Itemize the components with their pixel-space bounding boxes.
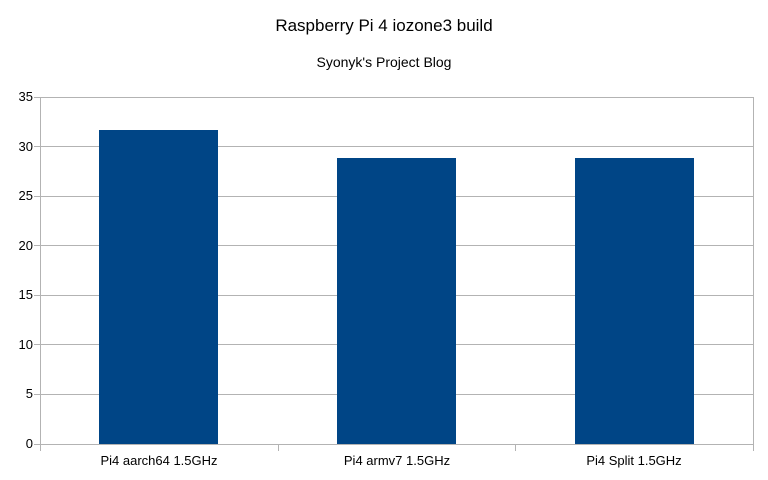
y-axis-tick [34,393,40,395]
chart-subtitle: Syonyk's Project Blog [316,54,452,70]
y-axis-tick-label: 35 [18,89,33,104]
x-axis-tick [40,444,41,451]
y-gridline [40,146,753,148]
y-axis-tick [34,96,40,98]
bar [575,158,694,444]
y-axis-tick-label: 30 [18,138,33,154]
y-axis-tick-label: 25 [18,188,33,204]
plot-right-border [753,97,754,444]
x-axis-category-label: Pi4 aarch64 1.5GHz [100,453,218,468]
x-axis-line [40,443,753,445]
y-axis-tick [34,294,40,296]
y-axis-tick-label: 10 [18,336,33,352]
bar [337,158,456,444]
x-axis-category-label: Pi4 Split 1.5GHz [586,453,682,468]
y-axis-tick [34,344,40,346]
y-axis-line [40,97,41,444]
chart-title: Raspberry Pi 4 iozone3 build [275,16,493,35]
y-axis-tick [34,146,40,148]
x-axis-category-label: Pi4 armv7 1.5GHz [343,453,451,468]
x-axis-tick [753,444,754,451]
y-axis-tick-label: 15 [18,287,33,303]
y-axis-tick [34,195,40,197]
y-axis-tick-label: 0 [25,436,33,451]
y-axis-tick-label: 5 [25,386,33,402]
x-axis-tick [515,444,517,451]
bar [99,129,218,444]
y-axis-tick [34,245,40,247]
x-axis-tick [277,444,279,451]
y-gridline [40,96,753,98]
y-axis-tick [34,443,40,445]
y-axis-tick-label: 20 [18,237,33,253]
